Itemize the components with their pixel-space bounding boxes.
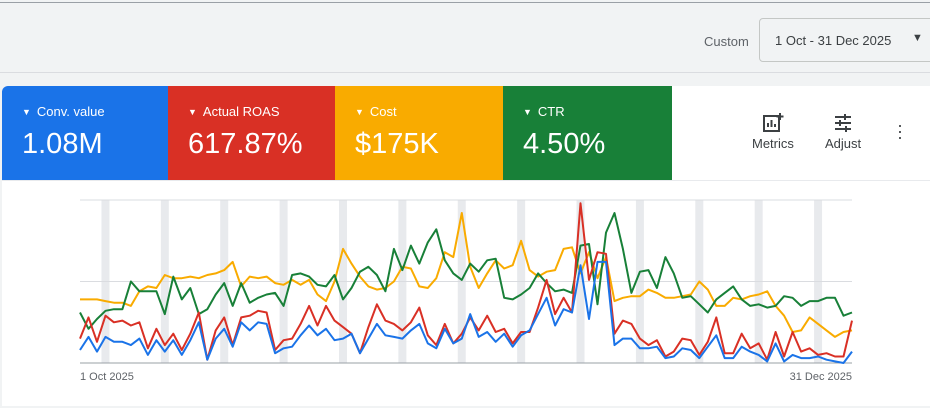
scorecard-value: 4.50% xyxy=(523,128,606,160)
x-tick-label: 31 Dec 2025 xyxy=(790,371,852,383)
scorecard-label: ▼ Conv. value xyxy=(22,104,105,119)
scorecard-label: ▼ Cost xyxy=(355,104,397,119)
scorecard-label-text: Conv. value xyxy=(36,104,105,119)
metrics-button[interactable]: Metrics xyxy=(752,112,794,151)
scorecard-label-text: Cost xyxy=(369,104,397,119)
caret-down-icon: ▼ xyxy=(523,107,532,117)
scorecard-actual-roas[interactable]: ▼ Actual ROAS 617.87% xyxy=(168,86,335,180)
scorecard-value: 1.08M xyxy=(22,128,103,160)
more-vert-icon[interactable]: · · · xyxy=(897,115,903,147)
caret-down-icon: ▼ xyxy=(188,107,197,117)
metrics-label: Metrics xyxy=(752,136,794,151)
tune-icon xyxy=(825,112,861,136)
top-border xyxy=(0,2,930,3)
add-chart-icon xyxy=(752,112,794,136)
date-range-value: 1 Oct - 31 Dec 2025 xyxy=(775,33,892,48)
date-range-dropdown[interactable]: 1 Oct - 31 Dec 2025 ▼ xyxy=(759,18,930,62)
adjust-button[interactable]: Adjust xyxy=(825,112,861,151)
scorecard-ctr[interactable]: ▼ CTR 4.50% xyxy=(503,86,672,180)
caret-down-icon: ▼ xyxy=(22,107,31,117)
scorecard-cost[interactable]: ▼ Cost $175K xyxy=(335,86,503,180)
series-line-3 xyxy=(79,260,853,364)
scorecard-value: $175K xyxy=(355,128,439,160)
caret-down-icon: ▼ xyxy=(912,32,923,44)
series-line-0 xyxy=(80,212,853,338)
scorecard-label: ▼ Actual ROAS xyxy=(188,104,280,119)
scorecard-value: 617.87% xyxy=(188,128,303,160)
scorecard-label-text: Actual ROAS xyxy=(202,104,280,119)
header-divider xyxy=(0,72,930,73)
date-range-label: Custom xyxy=(704,34,749,49)
caret-down-icon: ▼ xyxy=(355,107,364,117)
x-tick-label: 1 Oct 2025 xyxy=(80,371,134,383)
series-line-1 xyxy=(79,212,853,330)
scorecard-label: ▼ CTR xyxy=(523,104,565,119)
scorecard-conv-value[interactable]: ▼ Conv. value 1.08M xyxy=(2,86,168,180)
panel-divider xyxy=(2,180,930,181)
scorecard-label-text: CTR xyxy=(537,104,565,119)
adjust-label: Adjust xyxy=(825,136,862,151)
